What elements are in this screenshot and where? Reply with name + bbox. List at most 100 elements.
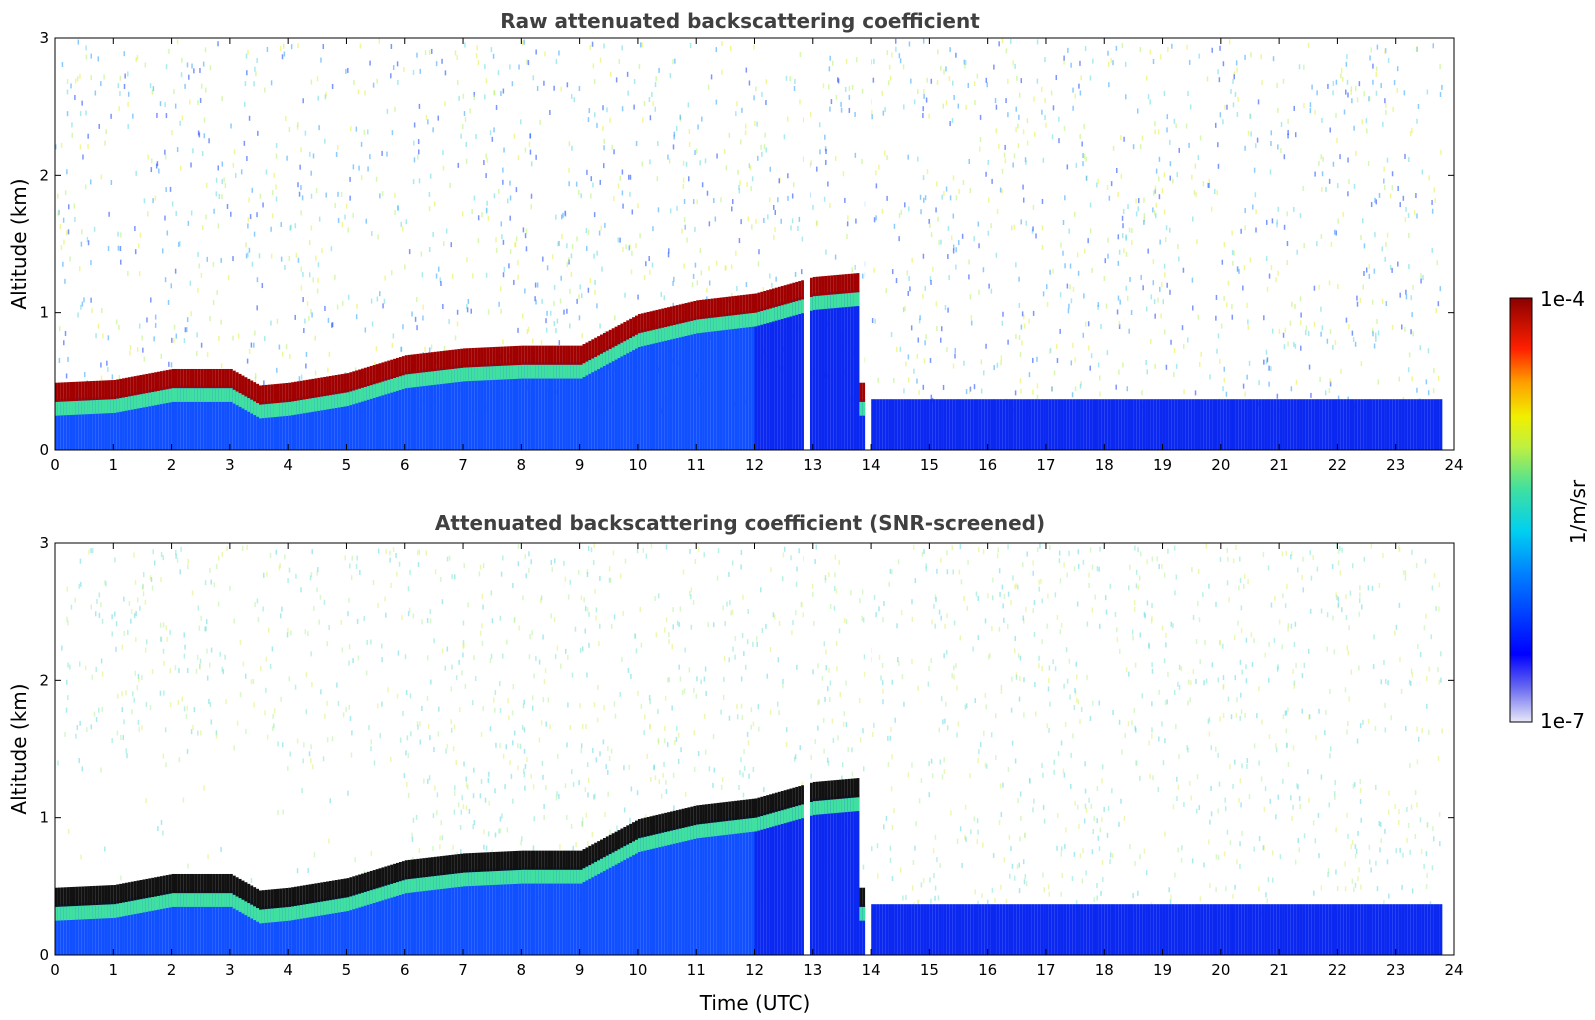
noise-cell [906,270,909,276]
noise-cell [875,215,877,221]
noise-cell [502,555,504,561]
noise-cell [202,61,205,67]
noise-cell [743,765,746,771]
noise-cell [1131,629,1134,635]
noise-cell [983,730,985,736]
noise-cell [1112,60,1114,66]
noise-cell [1416,213,1418,219]
noise-cell [345,68,347,74]
noise-cell [1001,168,1004,174]
boundary-layer-cell [941,399,944,450]
boundary-layer-cell [976,399,979,450]
noise-cell [331,322,333,328]
noise-cell [990,732,993,738]
noise-cell [1077,804,1079,810]
noise-cell [1398,545,1400,551]
layer-gradient-cell [547,364,551,379]
noise-cell [509,180,511,186]
layer-gradient-cell [87,400,90,415]
noise-cell [1271,850,1274,856]
layer-top-cell [585,342,589,362]
boundary-layer-cell [241,392,245,450]
noise-cell [1089,228,1092,234]
noise-cell [1203,680,1205,686]
noise-cell [886,155,888,161]
noise-cell [1146,600,1149,606]
noise-cell [1017,653,1020,659]
noise-cell [1084,788,1087,794]
noise-cell [596,122,598,128]
layer-gradient-cell [299,400,303,414]
noise-cell [588,611,590,617]
noise-cell [1086,621,1089,627]
layer-gradient-cell [442,370,446,384]
noise-cell [1137,547,1139,553]
noise-cell [712,733,715,739]
noise-cell [199,97,202,103]
noise-cell [413,157,416,163]
boundary-layer-cell [288,399,292,450]
noise-cell [383,298,386,304]
noise-cell [493,127,495,133]
noise-cell [1420,278,1422,284]
noise-cell [657,141,659,147]
layer-gradient-cell [186,388,190,402]
noise-cell [701,116,703,122]
noise-cell [402,226,404,232]
noise-cell [729,600,731,606]
noise-cell [1062,250,1064,256]
boundary-layer-cell [1384,399,1387,450]
noise-cell [985,343,987,349]
noise-cell [1188,59,1191,65]
noise-cell [1101,817,1103,823]
boundary-layer-cell [1401,399,1405,450]
noise-cell [1150,294,1153,300]
noise-cell [920,778,923,784]
noise-cell [1194,390,1197,396]
noise-cell [955,264,957,270]
noise-cell [1412,331,1414,337]
noise-cell [1006,623,1009,629]
noise-cell [770,567,772,573]
noise-cell [302,297,304,303]
noise-cell [1321,186,1323,192]
noise-cell [1138,575,1141,581]
boundary-layer-cell [442,367,446,450]
noise-cell [307,631,309,637]
noise-cell [1378,820,1381,826]
layer-top-cell [716,297,720,318]
noise-cell [571,769,573,775]
noise-cell [1414,790,1417,796]
boundary-layer-cell [617,341,621,450]
noise-cell [1337,602,1340,608]
noise-cell [1238,797,1240,803]
layer-gradient-cell [331,394,335,409]
noise-cell [176,557,179,563]
boundary-layer-cell [690,318,694,450]
noise-cell [1024,832,1026,838]
noise-cell [837,77,839,83]
boundary-layer-cell [667,323,670,450]
noise-cell [604,812,606,818]
noise-cell [351,730,353,736]
noise-cell [587,229,590,235]
noise-cell [1435,308,1438,314]
noise-cell [619,175,621,181]
noise-cell [689,590,691,596]
noise-cell [938,239,940,245]
noise-cell [1125,285,1127,291]
x-tick-label: 3 [225,456,235,474]
noise-cell [1296,249,1298,255]
layer-gradient-cell [632,336,636,351]
noise-cell [83,297,85,303]
noise-cell [371,231,373,237]
noise-cell [553,558,556,564]
noise-cell [686,237,688,243]
noise-cell [1384,727,1387,733]
noise-cell [1075,674,1078,680]
noise-cell [902,895,904,901]
boundary-layer-cell [524,362,528,450]
noise-cell [390,270,393,276]
layer-top-cell [757,292,761,312]
noise-cell [925,97,928,103]
